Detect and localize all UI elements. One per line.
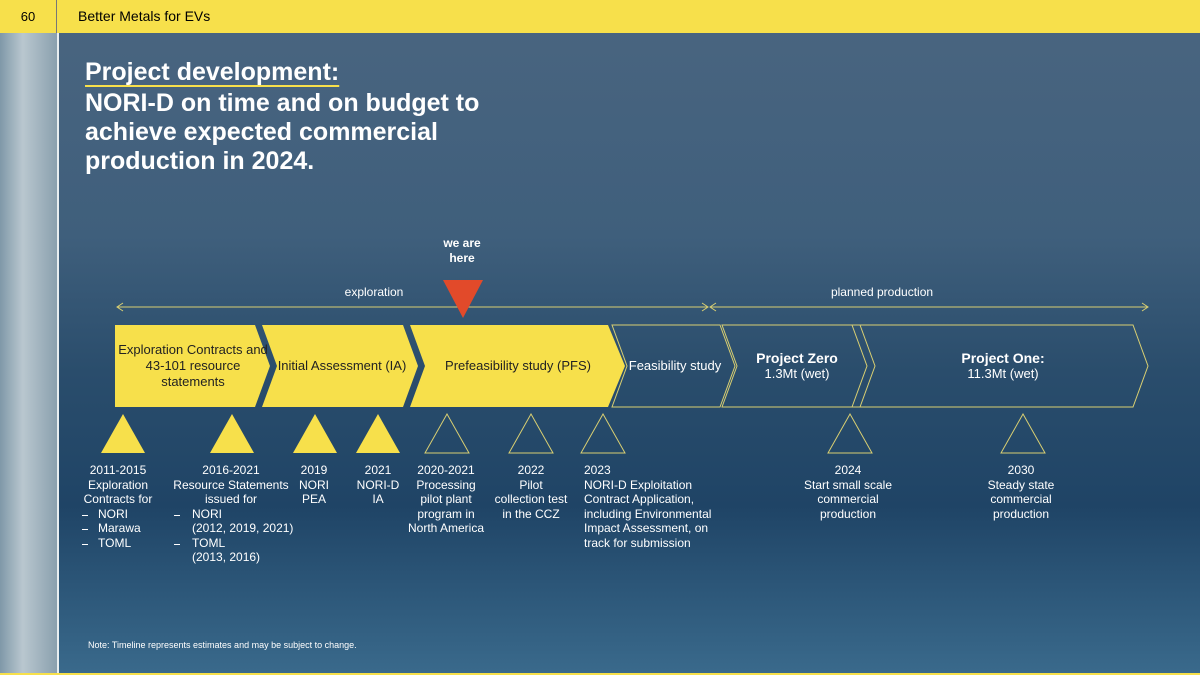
stage: Feasibility study <box>625 325 725 407</box>
footer-line <box>0 673 1200 675</box>
milestone-triangle <box>210 414 254 453</box>
stage: Exploration Contracts and 43-101 resourc… <box>118 325 268 407</box>
milestone-line: PEA <box>301 492 326 506</box>
milestone-line: collection test <box>494 492 568 506</box>
milestone-line: program in <box>417 506 475 521</box>
milestone: 2022 Pilot collection test in the CCZ <box>486 463 576 521</box>
page-number: 60 <box>0 0 57 33</box>
milestone-triangle <box>827 412 873 454</box>
marker-line: here <box>449 250 475 265</box>
title-highlight: Project development: <box>85 58 340 86</box>
stage-label: Prefeasibility study (PFS) <box>445 358 591 373</box>
milestone-line: 2022 <box>517 463 545 477</box>
stage-label: Exploration Contracts and 43-101 resourc… <box>118 342 268 389</box>
item-note: (2012, 2019, 2021) <box>192 521 294 535</box>
bullet-dash <box>82 543 88 545</box>
milestone-triangle <box>1000 412 1046 454</box>
bullet-dash <box>82 529 88 530</box>
milestone-triangle <box>293 414 337 453</box>
milestone: 2019 NORI PEA <box>284 463 344 507</box>
milestone-line: commercial <box>990 492 1052 506</box>
milestone-line: in the CCZ <box>502 506 560 521</box>
item-note: (2013, 2016) <box>192 550 261 564</box>
milestone-triangle <box>101 414 145 453</box>
milestone-line: Exploration <box>87 477 149 492</box>
milestone-line: Pilot <box>519 477 543 492</box>
milestone-line: NORI-D <box>356 477 400 492</box>
bullet-dash <box>82 514 88 516</box>
milestone-line: 2024 <box>834 463 862 477</box>
phase-label: planned production <box>830 285 934 299</box>
milestone: 2020-2021 Processing pilot plant program in… <box>401 463 491 536</box>
milestone-line: 2023 <box>584 463 611 477</box>
note: Note: Timeline represents estimates and … <box>88 640 357 650</box>
item-label: TOML <box>98 535 132 550</box>
stage: Initial Assessment (IA) <box>272 325 412 407</box>
marker-line: we are <box>443 236 481 250</box>
stage-label: Feasibility study <box>628 358 722 373</box>
milestone-line: Processing <box>416 477 476 492</box>
milestone-line: IA <box>372 492 384 506</box>
milestone-line: including Environmental <box>584 506 712 521</box>
milestone-item: NORI (2012, 2019, 2021) <box>166 507 296 536</box>
milestone-line: NORI <box>299 477 329 492</box>
milestone-triangle <box>424 412 470 454</box>
milestone-line: 2020-2021 <box>417 463 475 477</box>
stage-detail: 11.3Mt (wet) <box>967 366 1039 381</box>
milestone: 2021 NORI-D IA <box>348 463 408 507</box>
milestone-line: pilot plant <box>420 492 472 506</box>
milestone-line: 2019 <box>300 463 328 477</box>
milestone: 2016-2021 Resource Statements issued for NO… <box>166 463 296 565</box>
stage-label: Project One: <box>961 350 1045 366</box>
milestone: 2024 Start small scale commercial productio… <box>788 463 908 521</box>
milestone: 2011-2015 Exploration Contracts for NORI Mar… <box>78 463 158 550</box>
milestone-line: 2030 <box>1007 463 1035 477</box>
milestone-line: Contracts for <box>83 492 153 506</box>
milestone-line: issued for <box>204 492 258 506</box>
milestone: 2023 NORI-D Exploitation Contract Applicat… <box>584 463 734 550</box>
item-label: TOML <box>192 535 226 550</box>
milestone-item: Marawa <box>78 521 158 536</box>
milestone-line: production <box>819 506 877 521</box>
milestone-triangle <box>356 414 400 453</box>
item-label: NORI <box>98 506 128 521</box>
milestone-line: track for submission <box>584 535 691 550</box>
header-title: Better Metals for EVs <box>78 8 211 24</box>
item-label: NORI <box>192 506 222 521</box>
phase-label: exploration <box>344 285 404 299</box>
title-rest: NORI-D on time and on budget to achieve … <box>85 89 480 175</box>
stage-label: Initial Assessment (IA) <box>277 358 407 373</box>
milestone-item: NORI <box>78 507 158 522</box>
item-label: Marawa <box>98 521 141 535</box>
milestone-line: NORI-D Exploitation <box>584 477 693 492</box>
milestone-item: TOML (2013, 2016) <box>166 536 296 565</box>
milestone-line: 2021 <box>364 463 392 477</box>
milestone-line: production <box>992 506 1050 521</box>
stage: Project Zero 1.3Mt (wet) <box>738 325 856 407</box>
milestone: 2030 Steady state commercial production <box>961 463 1081 521</box>
milestone-triangle <box>508 412 554 454</box>
milestone-line: Resource Statements <box>173 477 289 492</box>
stage: Project One: 11.3Mt (wet) <box>868 325 1138 407</box>
bullet-dash <box>174 514 180 516</box>
marker-text: we are here <box>412 236 512 265</box>
milestone-item: TOML <box>78 536 158 551</box>
milestone-line: Contract Application, <box>584 492 695 506</box>
milestone-line: Impact Assessment, on <box>584 521 709 535</box>
stage: Prefeasibility study (PFS) <box>424 325 612 407</box>
milestone-line: 2016-2021 <box>202 463 260 477</box>
milestone-line: 2011-2015 <box>89 463 147 477</box>
milestone-line: Start small scale <box>803 477 893 492</box>
milestone-triangle <box>580 412 626 454</box>
milestone-line: commercial <box>817 492 879 506</box>
stage-detail: 1.3Mt (wet) <box>764 366 830 381</box>
header-bar <box>0 0 1200 33</box>
bullet-dash <box>174 543 180 545</box>
stage-label: Project Zero <box>756 350 838 366</box>
milestone-line: Steady state <box>987 477 1055 492</box>
ship-strip <box>0 33 59 675</box>
milestone-line: North America <box>407 521 485 535</box>
